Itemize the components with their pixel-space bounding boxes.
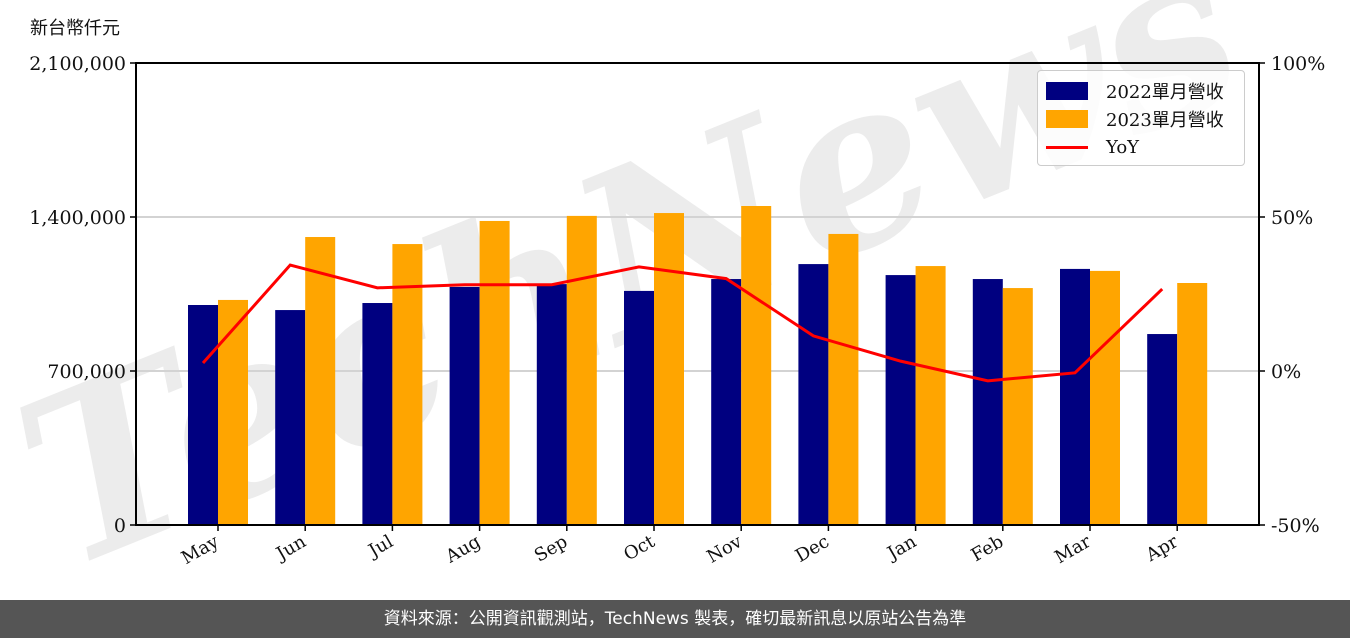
x-tick-label: Feb	[968, 531, 1008, 566]
bar-2023-feb	[1002, 288, 1033, 525]
x-tick-label: Mar	[1051, 531, 1095, 568]
x-tick-label: Oct	[620, 531, 659, 566]
y-axis-unit-label: 新台幣仟元	[30, 18, 120, 39]
bar-2023-apr	[1177, 283, 1208, 525]
legend-label: YoY	[1106, 136, 1140, 158]
bar-2023-may	[218, 299, 248, 525]
bar-2022-jan	[885, 275, 916, 525]
bar-2023-jul	[392, 244, 423, 525]
legend-item-2023: 2023單月營收	[1046, 107, 1224, 131]
legend-item-yoy: YoY	[1046, 135, 1139, 159]
bar-2022-jul	[362, 303, 393, 525]
y2-tick-label: 50%	[1271, 207, 1313, 229]
bar-2023-jun	[305, 237, 336, 525]
bar-2022-jun	[275, 310, 306, 525]
y2-tick-label: 100%	[1271, 53, 1325, 75]
y-tick-label: 2,100,000	[29, 53, 126, 75]
bar-2022-aug	[449, 286, 480, 525]
x-tick-label: Nov	[703, 531, 746, 568]
bar-2023-mar	[1090, 270, 1120, 525]
bar-2022-oct	[624, 290, 654, 525]
bar-2022-feb	[972, 279, 1003, 525]
bar-2022-apr	[1147, 334, 1178, 525]
legend-line-yoy	[1046, 145, 1088, 149]
yoy-line	[201, 263, 1164, 383]
bar-2022-may	[188, 305, 218, 525]
bar-2023-aug	[479, 220, 510, 525]
bar-2023-sep	[566, 215, 597, 525]
bar-2023-nov	[741, 206, 772, 525]
legend: 2022單月營收 2023單月營收 YoY	[1037, 70, 1245, 166]
bar-series	[188, 206, 1208, 526]
x-tick-label: Apr	[1142, 531, 1182, 566]
bar-2022-dec	[798, 264, 829, 525]
legend-label: 2022單月營收	[1106, 82, 1224, 103]
plot-frame	[135, 62, 1260, 526]
bar-2022-mar	[1060, 268, 1090, 525]
y-tick-label: 700,000	[47, 361, 126, 383]
yoy-line-series	[201, 263, 1164, 383]
bar-2023-oct	[654, 213, 684, 526]
y2-tick-label: -50%	[1271, 515, 1320, 537]
bar-2022-nov	[711, 279, 742, 525]
bar-2023-jan	[915, 266, 946, 525]
y2-tick-label: 0%	[1271, 361, 1301, 383]
y-tick-label: 0	[114, 515, 126, 537]
legend-swatch-2023	[1046, 110, 1088, 128]
x-tick-label: Jan	[882, 531, 920, 565]
y-tick-label: 1,400,000	[29, 207, 126, 229]
x-tick-label: Sep	[531, 531, 571, 566]
bar-2023-dec	[828, 233, 859, 525]
x-tick-label: Dec	[792, 531, 833, 567]
x-tick-label: Jul	[363, 531, 397, 563]
legend-swatch-2022	[1046, 82, 1088, 100]
bar-2022-sep	[536, 284, 567, 525]
x-tick-label: Aug	[441, 531, 484, 568]
legend-item-2022: 2022單月營收	[1046, 79, 1224, 103]
legend-label: 2023單月營收	[1106, 110, 1224, 131]
footer-source-note: 資料來源：公開資訊觀測站，TechNews 製表，確切最新訊息以原站公告為準	[0, 600, 1350, 638]
